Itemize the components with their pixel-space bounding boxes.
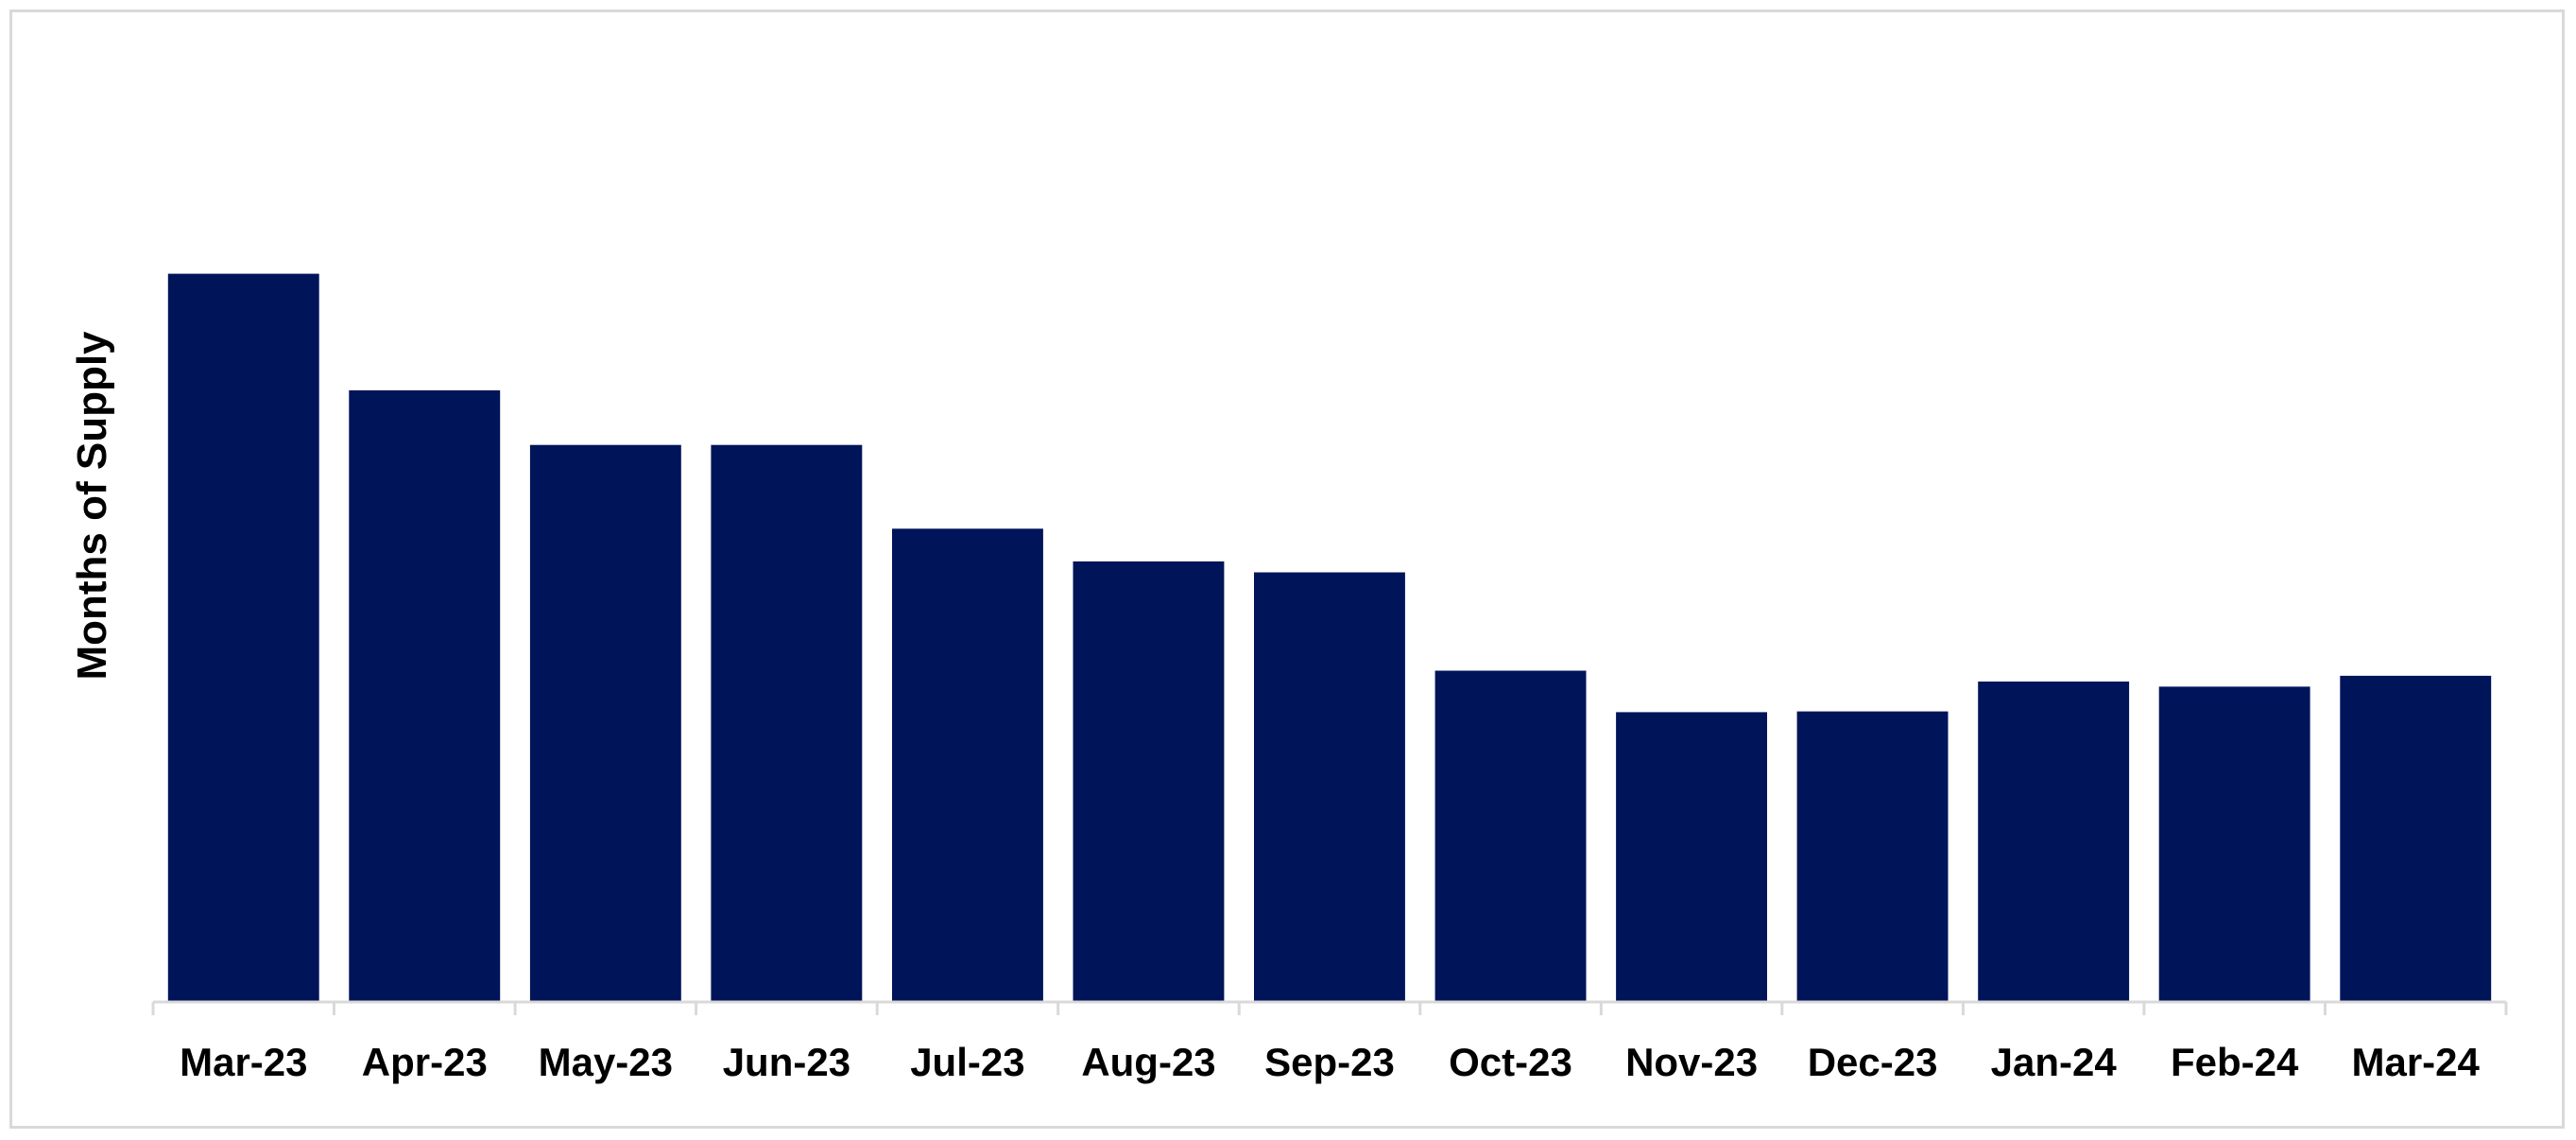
bar-mar-24 (2340, 675, 2492, 1002)
x-tick-label: Nov-23 (1625, 1040, 1758, 1084)
x-tick-label: Jan-24 (1991, 1040, 2118, 1084)
x-axis-tick-labels: Mar-23 Apr-23 May-23 Jun-23 Jul-23 Aug-23 Sep-… (180, 1040, 2480, 1084)
x-axis-ticks (151, 1002, 2508, 1015)
x-tick-label: Mar-24 (2351, 1040, 2480, 1084)
bar-dec-23 (1796, 711, 1949, 1002)
bar-aug-23 (1073, 561, 1225, 1002)
x-tick-label: Oct-23 (1449, 1040, 1572, 1084)
bar-jun-23 (711, 444, 863, 1002)
x-tick-label: Sep-23 (1264, 1040, 1395, 1084)
x-tick-label: Feb-24 (2171, 1040, 2299, 1084)
x-tick-label: Dec-23 (1808, 1040, 1938, 1084)
bar-sep-23 (1254, 572, 1405, 1002)
x-tick-label: Aug-23 (1081, 1040, 1215, 1084)
bar-oct-23 (1434, 670, 1587, 1002)
x-tick-label: Mar-23 (180, 1040, 307, 1084)
bar-feb-24 (2158, 686, 2310, 1002)
bar-apr-23 (349, 389, 501, 1002)
y-axis-title: Months of Supply (69, 331, 115, 681)
x-tick-label: Apr-23 (362, 1040, 488, 1084)
x-tick-label: May-23 (539, 1040, 673, 1084)
bar-may-23 (529, 444, 681, 1002)
bar-jan-24 (1978, 682, 2130, 1002)
x-tick-label: Jun-23 (723, 1040, 850, 1084)
bar-nov-23 (1616, 712, 1767, 1002)
bar-jul-23 (892, 528, 1043, 1002)
x-tick-label: Jul-23 (910, 1040, 1024, 1084)
bar-mar-23 (167, 273, 319, 1003)
bars-group (167, 273, 2492, 1003)
